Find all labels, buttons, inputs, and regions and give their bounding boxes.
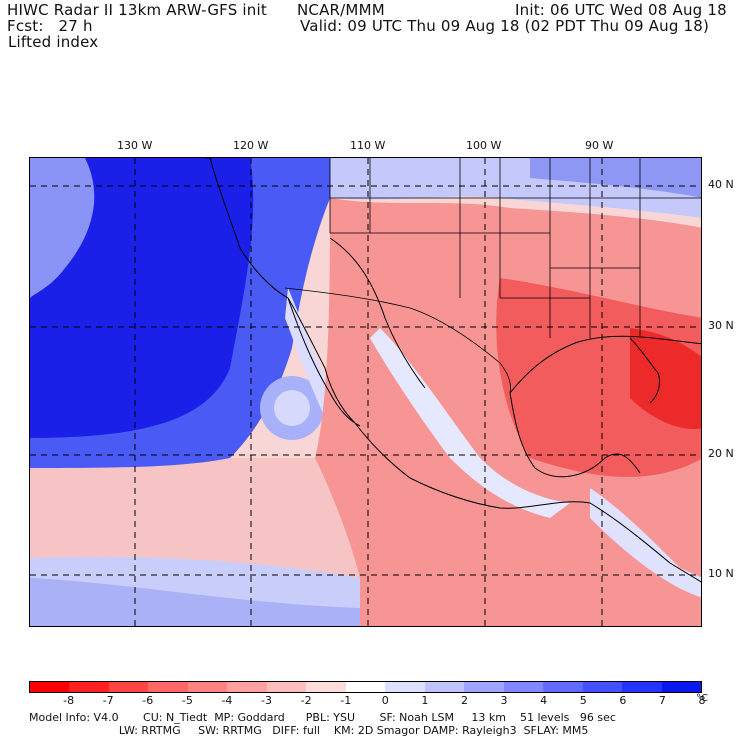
lon-label-130w: 130 W: [117, 139, 153, 152]
colorbar-tick-label: -4: [221, 694, 233, 707]
lifted-index-colorbar: [29, 681, 702, 693]
colorbar-segment: [543, 682, 583, 692]
lat-label-30n: 30 N: [708, 319, 734, 332]
tropical-cyclone-core: [274, 390, 310, 426]
colorbar-segment: [108, 682, 149, 692]
colorbar-tick-label: 7: [658, 694, 666, 707]
colorbar-segment: [187, 682, 228, 692]
colorbar-tick-label: 3: [500, 694, 508, 707]
field-name: Lifted index: [8, 33, 99, 51]
southern-stable-core: [30, 578, 360, 626]
colorbar-tick-label: -6: [142, 694, 154, 707]
colorbar-tick-label: 8: [698, 694, 706, 707]
map-title: HIWC Radar II 13km ARW-GFS init: [7, 1, 267, 19]
model-center: NCAR/MMM: [297, 1, 385, 19]
init-time: Init: 06 UTC Wed 08 Aug 18: [515, 1, 727, 19]
florida-outline: [629, 337, 661, 404]
colorbar-tick-label: 1: [421, 694, 429, 707]
colorbar-unit: °C: [696, 693, 708, 704]
colorbar-segment: [69, 682, 109, 692]
lon-label-100w: 100 W: [466, 139, 502, 152]
gulf-unstable-region: [496, 278, 701, 477]
colorbar-tick-label: -3: [261, 694, 272, 707]
colorbar-tick-label: -5: [181, 694, 193, 707]
colorbar-segment: [582, 682, 623, 692]
colorbar-tick-row: -8 -7 -6 -5 -4 -3 -2 -1 0 1 2 3 4 5 6 7 8: [29, 694, 705, 707]
colorbar-segment: [464, 682, 504, 692]
coastlines: [209, 158, 701, 583]
baja-coastline: [287, 297, 361, 427]
colorbar-tick-label: 4: [540, 694, 548, 707]
us-mexico-border: [284, 287, 511, 394]
colorbar-segment: [345, 682, 386, 692]
colorbar-tick-label: 2: [460, 694, 468, 707]
colorbar-segment: [424, 682, 465, 692]
colorbar-tick-label: -2: [300, 694, 312, 707]
colorbar-segment: [30, 682, 70, 692]
state-border-horizontals: [330, 197, 701, 299]
colorbar-segment: [148, 682, 188, 692]
colorbar-tick-label: 6: [619, 694, 627, 707]
state-border-west: [329, 158, 461, 234]
map-panel: [29, 157, 702, 627]
lat-label-20n: 20 N: [708, 447, 734, 460]
gulf-coast-mexico: [509, 392, 641, 478]
colorbar-segment: [661, 682, 701, 692]
colorbar-segment: [503, 682, 544, 692]
colorbar-tick-label: -1: [340, 694, 352, 707]
pacific-coastline: [209, 158, 701, 583]
northwest-cloud-band: [30, 158, 95, 298]
colorbar-segment: [227, 682, 267, 692]
lat-lon-grid: [30, 158, 701, 626]
colorbar-tick-label: -7: [102, 694, 114, 707]
political-borders: [205, 158, 701, 394]
colorbar-segment: [306, 682, 346, 692]
model-info-line1: Model Info: V4.0 CU: N_Tiedt MP: Goddard…: [29, 711, 616, 724]
colorbar-segment: [266, 682, 307, 692]
colorbar-tick-label: 5: [579, 694, 587, 707]
colorbar-tick-label: 0: [381, 694, 389, 707]
lat-label-40n: 40 N: [708, 178, 734, 191]
northern-stable-core: [530, 158, 701, 198]
colorbar-segment: [385, 682, 425, 692]
colorbar-tick-label: -8: [63, 694, 75, 707]
model-info-line2: LW: RRTMG SW: RRTMG DIFF: full KM: 2D Sm…: [0, 724, 589, 737]
gulf-unstable-core: [630, 328, 701, 429]
gulf-coast-us: [509, 335, 701, 394]
mexican-plateau-stable: [370, 328, 570, 518]
lon-label-120w: 120 W: [233, 139, 269, 152]
lat-label-10n: 10 N: [708, 567, 734, 580]
gulf-of-california-coast: [329, 237, 426, 389]
lon-label-110w: 110 W: [350, 139, 386, 152]
lifted-index-map: [30, 158, 701, 626]
colorbar-segment: [622, 682, 662, 692]
valid-time: Valid: 09 UTC Thu 09 Aug 18 (02 PDT Thu …: [300, 17, 710, 35]
lon-label-90w: 90 W: [585, 139, 614, 152]
forecast-hour: Fcst: 27 h: [7, 17, 93, 35]
